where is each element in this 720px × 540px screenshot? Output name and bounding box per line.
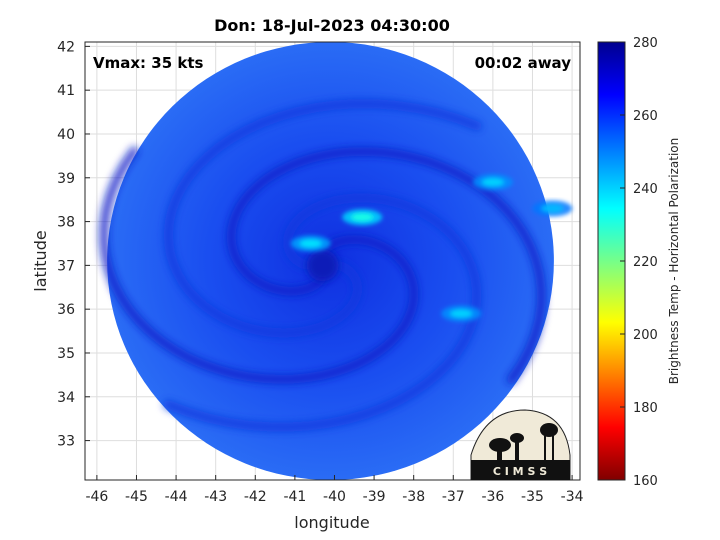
cimss-logo-text: C I M S S — [493, 465, 547, 478]
x-tick-label: -36 — [481, 489, 504, 505]
y-tick-label: 38 — [57, 215, 75, 231]
spiral-band — [99, 146, 419, 384]
chart-title: Don: 18-Jul-2023 04:30:00 — [214, 16, 450, 35]
x-tick-label: -46 — [85, 489, 108, 505]
y-tick-label: 39 — [57, 171, 75, 187]
y-tick-label: 40 — [57, 127, 75, 143]
spiral-band — [226, 146, 546, 385]
colorbar-label: Brightness Temp - Horizontal Polarizatio… — [667, 138, 681, 385]
x-axis-ticks: -46 -45 -44 -43 -42 -41 -40 -39 -38 -37 -36 -35 -34 — [85, 475, 584, 505]
spiral-band — [163, 99, 482, 338]
y-tick-label: 35 — [57, 346, 75, 362]
colorbar-tick-label: 280 — [633, 36, 658, 51]
plot-frame — [84, 41, 581, 481]
y-tick-label: 33 — [57, 434, 75, 450]
colorbar-ticks: 160 180 200 220 240 260 280 — [620, 36, 658, 489]
warm-spot — [532, 200, 573, 217]
x-tick-label: -35 — [521, 489, 544, 505]
colorbar-tick-label: 180 — [633, 401, 658, 416]
x-tick-label: -42 — [244, 489, 267, 505]
warm-spots — [290, 174, 573, 322]
x-tick-label: -40 — [323, 489, 346, 505]
warm-spot — [342, 209, 383, 226]
satellite-swath — [99, 42, 554, 480]
x-tick-label: -37 — [442, 489, 465, 505]
warm-spot — [472, 174, 513, 191]
colorbar: 160 180 200 220 240 260 280 Brightness Temp - … — [597, 36, 681, 489]
x-axis-label: longitude — [294, 513, 369, 532]
y-tick-label: 34 — [57, 390, 75, 406]
storm-core — [306, 249, 339, 282]
vmax-annotation: Vmax: 35 kts — [93, 54, 203, 72]
x-tick-label: -39 — [363, 489, 386, 505]
spiral-bands — [99, 99, 546, 432]
warm-spot — [441, 305, 482, 322]
x-tick-label: -41 — [283, 489, 306, 505]
x-tick-label: -34 — [561, 489, 584, 505]
y-tick-label: 36 — [57, 302, 75, 318]
colorbar-tick-label: 260 — [633, 109, 658, 124]
y-tick-label: 42 — [57, 39, 75, 55]
y-tick-label: 37 — [57, 258, 75, 274]
warm-spot — [290, 235, 331, 252]
y-tick-label: 41 — [57, 83, 75, 99]
x-tick-label: -38 — [402, 489, 425, 505]
colorbar-tick-label: 220 — [633, 255, 658, 270]
x-tick-label: -45 — [125, 489, 148, 505]
time-away-annotation: 00:02 away — [475, 54, 572, 72]
y-axis-ticks: 33 34 35 36 37 38 39 40 41 42 — [57, 39, 90, 450]
colorbar-tick-label: 160 — [633, 474, 658, 489]
colorbar-tick-label: 240 — [633, 182, 658, 197]
x-tick-label: -43 — [204, 489, 227, 505]
x-tick-label: -44 — [165, 489, 188, 505]
colorbar-tick-label: 200 — [633, 328, 658, 343]
cimss-logo: C I M S S — [470, 409, 571, 481]
y-axis-label: latitude — [31, 230, 50, 291]
spiral-band — [163, 193, 482, 432]
